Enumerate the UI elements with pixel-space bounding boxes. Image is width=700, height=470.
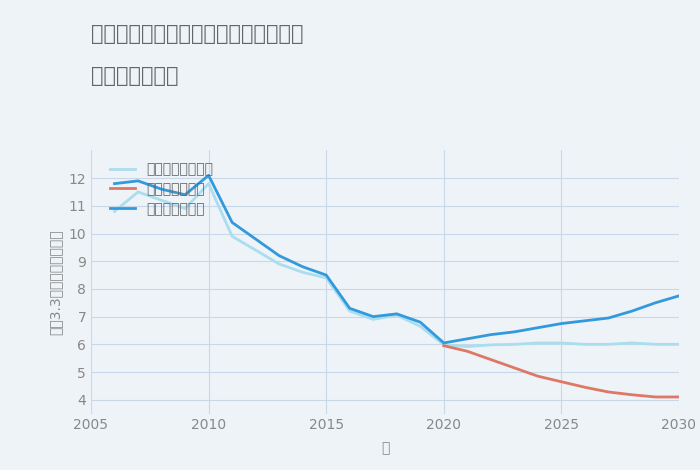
ノーマルシナリオ	[346, 308, 354, 314]
バッドシナリオ	[486, 357, 495, 362]
ノーマルシナリオ	[581, 342, 589, 347]
ノーマルシナリオ	[134, 189, 142, 195]
グッドシナリオ	[181, 192, 189, 197]
ノーマルシナリオ	[416, 323, 424, 329]
Line: グッドシナリオ: グッドシナリオ	[115, 175, 679, 343]
ノーマルシナリオ	[322, 275, 330, 281]
ノーマルシナリオ	[533, 340, 542, 346]
バッドシナリオ	[651, 394, 659, 400]
ノーマルシナリオ	[298, 269, 307, 275]
グッドシナリオ	[510, 329, 519, 335]
ノーマルシナリオ	[275, 261, 284, 267]
グッドシナリオ	[158, 187, 166, 192]
ノーマルシナリオ	[628, 340, 636, 346]
ノーマルシナリオ	[111, 209, 119, 214]
グッドシナリオ	[604, 315, 612, 321]
グッドシナリオ	[346, 306, 354, 311]
バッドシナリオ	[628, 392, 636, 398]
ノーマルシナリオ	[181, 206, 189, 212]
バッドシナリオ	[533, 373, 542, 379]
ノーマルシナリオ	[369, 317, 377, 322]
グッドシナリオ	[628, 308, 636, 314]
ノーマルシナリオ	[440, 342, 448, 348]
Line: バッドシナリオ: バッドシナリオ	[444, 346, 679, 397]
グッドシナリオ	[557, 321, 566, 326]
ノーマルシナリオ	[393, 313, 401, 318]
グッドシナリオ	[651, 300, 659, 306]
Legend: ノーマルシナリオ, バッドシナリオ, グッドシナリオ: ノーマルシナリオ, バッドシナリオ, グッドシナリオ	[110, 163, 213, 216]
グッドシナリオ	[322, 272, 330, 278]
グッドシナリオ	[251, 236, 260, 242]
ノーマルシナリオ	[158, 197, 166, 203]
ノーマルシナリオ	[651, 342, 659, 347]
グッドシナリオ	[369, 314, 377, 320]
バッドシナリオ	[440, 343, 448, 349]
グッドシナリオ	[675, 293, 683, 298]
ノーマルシナリオ	[204, 181, 213, 187]
グッドシナリオ	[204, 172, 213, 178]
グッドシナリオ	[134, 178, 142, 184]
バッドシナリオ	[581, 384, 589, 390]
ノーマルシナリオ	[251, 247, 260, 253]
X-axis label: 年: 年	[381, 441, 389, 455]
バッドシナリオ	[604, 389, 612, 395]
バッドシナリオ	[675, 394, 683, 400]
グッドシナリオ	[111, 181, 119, 187]
グッドシナリオ	[581, 318, 589, 324]
ノーマルシナリオ	[486, 342, 495, 348]
Y-axis label: 坪（3.3㎡）単価（万円）: 坪（3.3㎡）単価（万円）	[49, 229, 63, 335]
グッドシナリオ	[440, 340, 448, 346]
ノーマルシナリオ	[228, 234, 237, 239]
グッドシナリオ	[228, 219, 237, 225]
Line: ノーマルシナリオ: ノーマルシナリオ	[115, 184, 679, 346]
グッドシナリオ	[416, 319, 424, 325]
ノーマルシナリオ	[510, 342, 519, 347]
グッドシナリオ	[393, 311, 401, 317]
ノーマルシナリオ	[463, 344, 472, 349]
バッドシナリオ	[557, 379, 566, 384]
ノーマルシナリオ	[604, 342, 612, 347]
グッドシナリオ	[275, 253, 284, 258]
ノーマルシナリオ	[675, 342, 683, 347]
グッドシナリオ	[298, 264, 307, 270]
グッドシナリオ	[486, 332, 495, 337]
バッドシナリオ	[463, 348, 472, 354]
バッドシナリオ	[510, 365, 519, 371]
Text: 土地の価格推移: 土地の価格推移	[91, 66, 178, 86]
グッドシナリオ	[533, 325, 542, 330]
ノーマルシナリオ	[557, 340, 566, 346]
Text: 福岡県京都郡みやこ町犀川木井馬場の: 福岡県京都郡みやこ町犀川木井馬場の	[91, 24, 304, 44]
グッドシナリオ	[463, 336, 472, 342]
